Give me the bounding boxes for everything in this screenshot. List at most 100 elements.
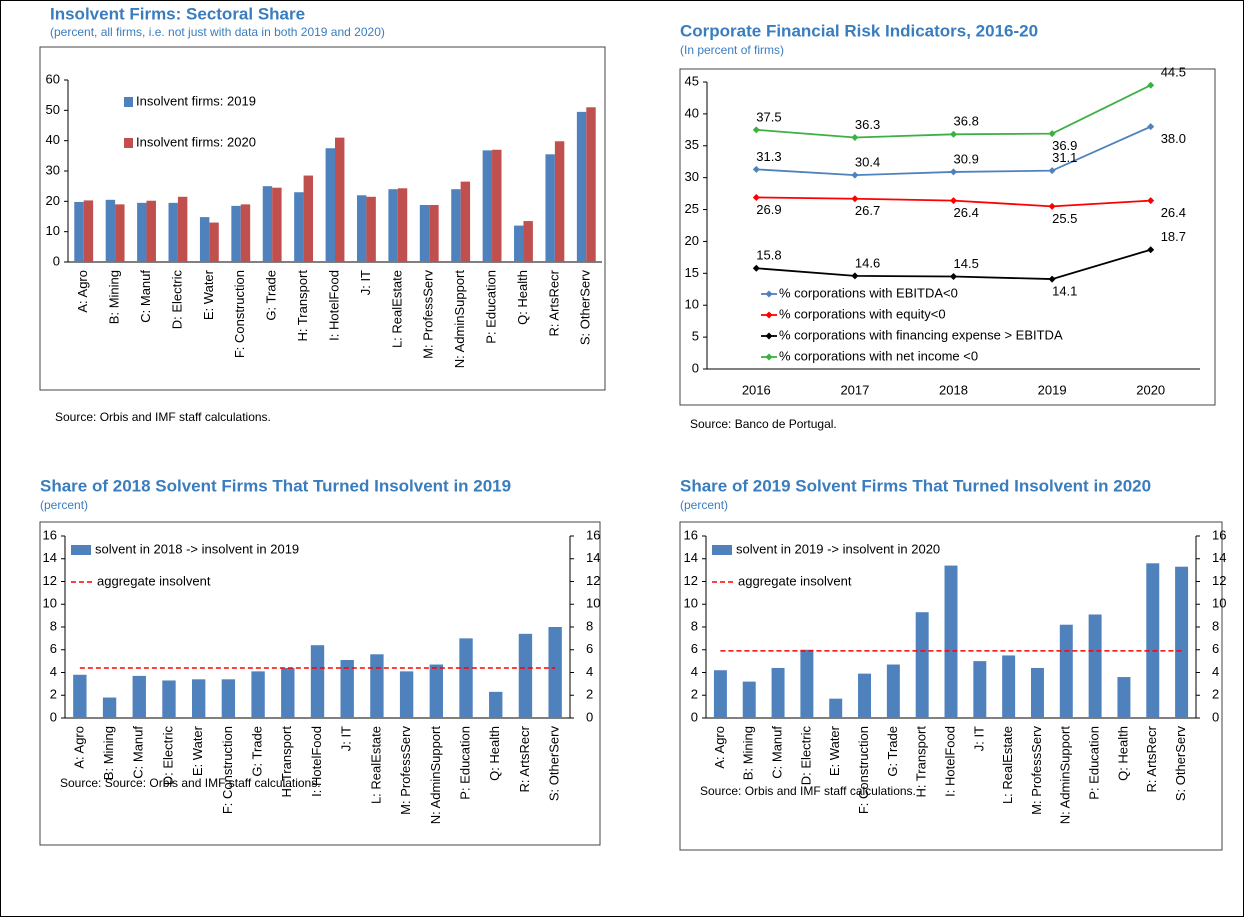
series-line <box>756 84 1152 139</box>
bar <box>168 202 178 262</box>
chart-frame <box>679 521 1223 851</box>
bar <box>1002 655 1016 718</box>
x-tick-label: P: Education <box>457 726 472 800</box>
y-tick-label: 30 <box>685 169 699 184</box>
y2-tick-label: 0 <box>1212 709 1219 724</box>
point-marker <box>752 126 760 134</box>
data-label: 44.5 <box>1161 65 1186 80</box>
point-marker <box>1048 130 1056 138</box>
bar <box>548 627 562 718</box>
legend-label: % corporations with equity<0 <box>779 306 946 321</box>
x-tick-label: I: HotelFood <box>309 726 324 797</box>
bar <box>335 137 345 262</box>
source-note: Source: Orbis and IMF staff calculations… <box>55 410 271 424</box>
legend-label: aggregate insolvent <box>97 573 211 588</box>
x-tick-label: H: Transport <box>914 726 929 798</box>
legend-label: solvent in 2019 -> insolvent in 2020 <box>736 541 940 556</box>
bar <box>459 638 473 718</box>
bar <box>370 654 384 718</box>
point-marker <box>1147 246 1155 254</box>
x-tick-label: Q: Health <box>515 270 530 325</box>
y-tick-label: 30 <box>46 162 60 177</box>
bar <box>251 671 265 718</box>
data-label: 31.1 <box>1052 150 1077 165</box>
y-tick-label: 0 <box>692 360 699 375</box>
point-marker <box>1048 275 1056 283</box>
y2-tick-label: 10 <box>586 596 600 611</box>
data-label: 14.5 <box>954 256 979 271</box>
chart-title: Share of 2018 Solvent Firms That Turned … <box>40 476 511 495</box>
legend-marker <box>765 290 773 298</box>
x-tick-label: C: Manuf <box>131 726 146 779</box>
bar <box>325 148 335 262</box>
bar <box>356 195 367 262</box>
y-tick-label: 20 <box>46 193 60 208</box>
x-tick-label: C: Manuf <box>769 726 784 779</box>
chart-subtitle: (percent) <box>40 498 88 512</box>
data-label: 15.8 <box>756 248 781 263</box>
x-tick-label: A: Agro <box>712 726 727 769</box>
point-marker <box>851 272 859 280</box>
x-tick-label: M: ProfessServ <box>421 270 436 359</box>
bar <box>460 181 471 262</box>
y2-tick-label: 6 <box>1212 641 1219 656</box>
data-label: 26.7 <box>855 203 880 218</box>
x-tick-label: B: Mining <box>101 726 116 780</box>
data-label: 14.6 <box>855 255 880 270</box>
y2-tick-label: 12 <box>586 573 600 588</box>
chart-subtitle: (In percent of firms) <box>680 43 784 57</box>
bar <box>221 679 236 718</box>
bar <box>199 217 210 262</box>
bar <box>554 141 565 262</box>
y2-tick-label: 4 <box>1212 664 1219 679</box>
bar <box>146 200 156 262</box>
x-tick-label: E: Water <box>827 725 842 776</box>
point-marker <box>950 197 957 205</box>
y-tick-label: 16 <box>684 527 698 542</box>
x-tick-label: 2018 <box>939 382 968 397</box>
bar <box>115 204 125 262</box>
y2-tick-label: 16 <box>586 527 600 542</box>
point-marker <box>1147 197 1155 205</box>
legend-label: solvent in 2018 -> insolvent in 2019 <box>95 541 299 556</box>
legend-swatch <box>124 138 133 148</box>
x-tick-label: M: ProfessServ <box>398 726 413 815</box>
x-tick-label: N: AdminSupport <box>1058 726 1073 825</box>
bar <box>429 204 439 262</box>
legend-marker <box>765 353 773 361</box>
y-tick-label: 10 <box>685 297 699 312</box>
y-tick-label: 40 <box>46 132 60 147</box>
bar <box>429 664 444 718</box>
bar <box>771 667 785 718</box>
data-label: 31.3 <box>756 149 781 164</box>
y2-tick-label: 16 <box>1212 527 1226 542</box>
y-tick-label: 35 <box>685 137 699 152</box>
bar <box>482 150 493 262</box>
bar <box>137 202 147 262</box>
y2-tick-label: 6 <box>586 641 593 656</box>
x-tick-label: R: ArtsRecr <box>546 269 561 336</box>
x-tick-label: J: IT <box>971 726 986 751</box>
x-tick-label: B: Mining <box>107 270 122 324</box>
data-label: 14.1 <box>1052 284 1077 299</box>
x-tick-label: R: ArtsRecr <box>1144 725 1159 792</box>
legend-swatch <box>71 545 91 555</box>
x-tick-label: E: Water <box>201 269 216 320</box>
y-tick-label: 20 <box>685 233 699 248</box>
y2-tick-label: 2 <box>1212 687 1219 702</box>
x-tick-label: J: IT <box>358 270 373 295</box>
y-tick-label: 45 <box>685 73 699 88</box>
bar <box>523 221 533 262</box>
x-tick-label: S: OtherServ <box>547 726 562 802</box>
x-tick-label: Q: Health <box>1115 726 1130 781</box>
bar <box>366 196 376 262</box>
data-label: 36.9 <box>1052 138 1077 153</box>
y-tick-label: 8 <box>50 618 57 633</box>
x-tick-label: D: Electric <box>169 270 184 330</box>
bar <box>388 189 398 262</box>
bar <box>1146 563 1160 718</box>
chart-subtitle: (percent) <box>680 498 728 512</box>
data-label: 36.3 <box>855 117 880 132</box>
point-marker <box>1147 123 1155 131</box>
y2-tick-label: 8 <box>1212 618 1219 633</box>
